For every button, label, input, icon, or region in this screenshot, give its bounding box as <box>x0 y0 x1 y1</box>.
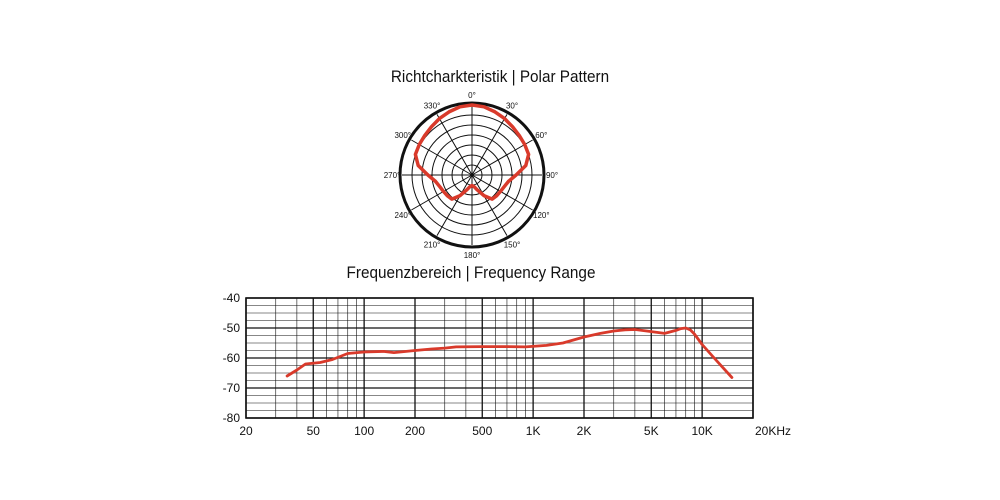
polar-angle-label: 0° <box>468 91 476 100</box>
frequency-chart-title: Frequenzbereich | Frequency Range <box>346 263 596 282</box>
freq-x-tick-label: 50 <box>307 424 321 438</box>
polar-spoke <box>471 174 508 236</box>
polar-spoke <box>471 174 533 211</box>
freq-x-tick-label: 200 <box>405 424 425 438</box>
polar-spoke <box>436 174 473 236</box>
polar-spoke <box>436 114 473 176</box>
polar-spoke <box>411 139 473 176</box>
polar-angle-label: 90° <box>546 171 558 180</box>
freq-x-tick-label: 2K <box>577 424 592 438</box>
polar-pattern-chart: 0° 30° 60° 90° 120° 150° 180° 210° 240° 270° 300° 3… <box>384 91 558 260</box>
freq-y-tick-label: -60 <box>223 351 241 365</box>
freq-response-line <box>285 326 734 379</box>
polar-angle-label: 210° <box>424 240 441 249</box>
polar-angle-label: 330° <box>424 102 441 111</box>
freq-x-tick-label: 100 <box>354 424 374 438</box>
freq-y-tick-label: -70 <box>223 381 241 395</box>
freq-x-tick-label: 1K <box>526 424 541 438</box>
freq-x-tick-label: 20 <box>239 424 253 438</box>
freq-x-tick-label: 500 <box>472 424 492 438</box>
polar-angle-label: 300° <box>394 131 411 140</box>
polar-angle-label: 150° <box>504 240 521 249</box>
polar-angle-label: 120° <box>533 211 550 220</box>
polar-angle-label: 270° <box>384 171 401 180</box>
polar-spoke <box>471 114 508 176</box>
freq-y-tick-label: -80 <box>223 411 241 425</box>
polar-spoke <box>471 139 533 176</box>
polar-angle-label: 240° <box>394 211 411 220</box>
freq-x-tick-label: 5K <box>644 424 659 438</box>
freq-x-tick-label: 20KHz <box>755 424 791 438</box>
polar-chart-title: Richtcharkteristik | Polar Pattern <box>390 67 610 86</box>
polar-pattern-curve <box>413 103 531 201</box>
polar-angle-label: 180° <box>464 251 481 260</box>
freq-plot-frame <box>245 297 754 419</box>
freq-y-tick-label: -50 <box>223 321 241 335</box>
freq-y-tick-label: -40 <box>223 291 241 305</box>
polar-angle-label: 30° <box>506 102 518 111</box>
polar-spoke <box>411 174 473 211</box>
freq-x-tick-label: 10K <box>691 424 712 438</box>
polar-angle-label: 60° <box>535 131 547 140</box>
